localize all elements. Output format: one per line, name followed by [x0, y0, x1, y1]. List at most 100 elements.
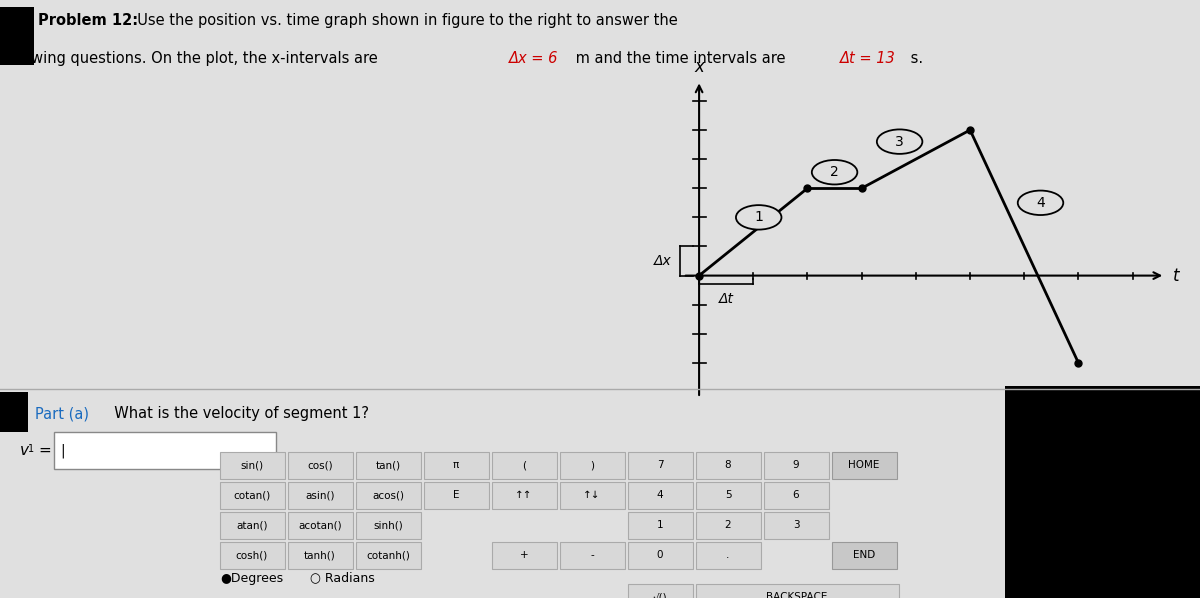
- Text: (: (: [522, 460, 526, 471]
- Text: 3: 3: [793, 520, 799, 530]
- FancyBboxPatch shape: [628, 584, 692, 598]
- Circle shape: [736, 205, 781, 230]
- FancyBboxPatch shape: [0, 7, 34, 65]
- Text: What is the velocity of segment 1?: What is the velocity of segment 1?: [106, 406, 370, 421]
- Text: √(): √(): [653, 592, 667, 598]
- Text: Part (a): Part (a): [35, 406, 89, 421]
- FancyBboxPatch shape: [355, 452, 420, 479]
- Text: m and the time intervals are: m and the time intervals are: [571, 51, 791, 66]
- FancyBboxPatch shape: [492, 452, 557, 479]
- Text: Problem 12:: Problem 12:: [38, 13, 138, 28]
- Text: cosh(): cosh(): [236, 550, 268, 560]
- Text: sin(): sin(): [240, 460, 264, 471]
- FancyBboxPatch shape: [0, 392, 28, 432]
- FancyBboxPatch shape: [763, 452, 828, 479]
- FancyBboxPatch shape: [220, 512, 284, 539]
- Text: 1: 1: [656, 520, 664, 530]
- Circle shape: [877, 129, 923, 154]
- FancyBboxPatch shape: [424, 452, 488, 479]
- FancyBboxPatch shape: [696, 584, 899, 598]
- Text: π: π: [452, 460, 460, 471]
- Text: HOME: HOME: [848, 460, 880, 471]
- Text: Δx: Δx: [654, 254, 672, 268]
- Circle shape: [812, 160, 857, 184]
- FancyBboxPatch shape: [220, 452, 284, 479]
- Text: v: v: [20, 443, 29, 458]
- Text: cos(): cos(): [307, 460, 332, 471]
- Text: 4: 4: [1036, 196, 1045, 210]
- Text: END: END: [853, 550, 875, 560]
- FancyBboxPatch shape: [559, 452, 624, 479]
- FancyBboxPatch shape: [832, 542, 896, 569]
- Text: 5: 5: [725, 490, 731, 501]
- FancyBboxPatch shape: [696, 542, 761, 569]
- Text: 9: 9: [793, 460, 799, 471]
- Text: 6: 6: [793, 490, 799, 501]
- Text: t: t: [1174, 267, 1180, 285]
- FancyBboxPatch shape: [696, 452, 761, 479]
- Text: 2: 2: [725, 520, 731, 530]
- FancyBboxPatch shape: [220, 542, 284, 569]
- Text: ↑↓: ↑↓: [583, 490, 601, 501]
- Text: cotanh(): cotanh(): [366, 550, 410, 560]
- Text: cotan(): cotan(): [233, 490, 271, 501]
- Text: E: E: [452, 490, 460, 501]
- Text: |: |: [60, 443, 65, 457]
- Text: ○ Radians: ○ Radians: [310, 572, 374, 585]
- FancyBboxPatch shape: [628, 482, 692, 509]
- Circle shape: [1018, 191, 1063, 215]
- FancyBboxPatch shape: [492, 482, 557, 509]
- FancyBboxPatch shape: [559, 482, 624, 509]
- Text: Δt: Δt: [719, 292, 733, 306]
- FancyBboxPatch shape: [696, 512, 761, 539]
- FancyBboxPatch shape: [628, 452, 692, 479]
- FancyBboxPatch shape: [54, 432, 276, 469]
- Text: 2: 2: [830, 165, 839, 179]
- Text: ●Degrees: ●Degrees: [220, 572, 283, 585]
- Text: asin(): asin(): [305, 490, 335, 501]
- Text: atan(): atan(): [236, 520, 268, 530]
- FancyBboxPatch shape: [355, 482, 420, 509]
- Text: =: =: [38, 443, 50, 458]
- FancyBboxPatch shape: [763, 512, 828, 539]
- Text: 0: 0: [656, 550, 664, 560]
- FancyBboxPatch shape: [696, 482, 761, 509]
- FancyBboxPatch shape: [355, 542, 420, 569]
- Text: acos(): acos(): [372, 490, 404, 501]
- Text: x: x: [694, 58, 704, 76]
- Text: ↑↑: ↑↑: [515, 490, 533, 501]
- FancyBboxPatch shape: [1006, 386, 1200, 598]
- Text: .: .: [726, 550, 730, 560]
- Text: 8: 8: [725, 460, 731, 471]
- Text: sinh(): sinh(): [373, 520, 403, 530]
- Text: 7: 7: [656, 460, 664, 471]
- FancyBboxPatch shape: [288, 512, 353, 539]
- FancyBboxPatch shape: [220, 482, 284, 509]
- Text: following questions. On the plot, the x-intervals are: following questions. On the plot, the x-…: [0, 51, 383, 66]
- Text: 4: 4: [656, 490, 664, 501]
- Text: ): ): [590, 460, 594, 471]
- Text: Δt = 13: Δt = 13: [840, 51, 895, 66]
- Text: Δx = 6: Δx = 6: [509, 51, 558, 66]
- Text: BACKSPACE: BACKSPACE: [767, 592, 828, 598]
- FancyBboxPatch shape: [492, 542, 557, 569]
- Text: tan(): tan(): [376, 460, 401, 471]
- FancyBboxPatch shape: [832, 452, 896, 479]
- Text: tanh(): tanh(): [304, 550, 336, 560]
- FancyBboxPatch shape: [628, 512, 692, 539]
- FancyBboxPatch shape: [559, 542, 624, 569]
- Text: acotan(): acotan(): [298, 520, 342, 530]
- FancyBboxPatch shape: [628, 542, 692, 569]
- Text: 1: 1: [28, 444, 34, 454]
- Text: -: -: [590, 550, 594, 560]
- Text: 1: 1: [755, 210, 763, 224]
- FancyBboxPatch shape: [288, 482, 353, 509]
- FancyBboxPatch shape: [763, 482, 828, 509]
- FancyBboxPatch shape: [288, 542, 353, 569]
- Text: +: +: [520, 550, 528, 560]
- Text: 3: 3: [895, 135, 904, 149]
- Text: Use the position vs. time graph shown in figure to the right to answer the: Use the position vs. time graph shown in…: [128, 13, 678, 28]
- Text: s.: s.: [906, 51, 923, 66]
- FancyBboxPatch shape: [355, 512, 420, 539]
- FancyBboxPatch shape: [424, 482, 488, 509]
